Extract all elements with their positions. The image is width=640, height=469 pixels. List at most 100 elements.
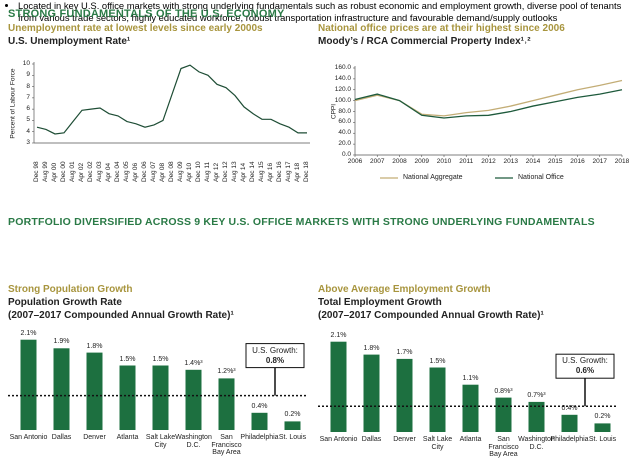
bar <box>462 384 479 432</box>
x-tick-label: 2010 <box>436 158 452 165</box>
y-tick-label: 160.0 <box>334 64 351 71</box>
x-tick-label: Dec 10 <box>195 161 202 182</box>
x-tick-label: 2015 <box>548 158 563 165</box>
category-label: San Antonio <box>319 436 358 443</box>
x-tick-label: Aug 11 <box>204 161 211 182</box>
bar <box>495 397 512 432</box>
category-label: Dallas <box>51 434 72 441</box>
callout-box <box>555 353 615 379</box>
category-label: St. Louis <box>588 436 617 443</box>
x-tick-label: Aug 15 <box>258 161 265 182</box>
value-label: 1.5% <box>429 357 446 365</box>
value-label: 1.2%³ <box>217 368 236 376</box>
y-tick-label: 140.0 <box>334 74 351 82</box>
chart-subtitle: Above Average Employment Growth <box>318 284 491 295</box>
x-tick-label: Dec 00 <box>60 161 67 182</box>
x-tick-label: Aug 07 <box>150 161 157 182</box>
y-axis-label: Percent of Labour Force <box>9 67 17 139</box>
x-tick-label: Dec 02 <box>87 161 94 182</box>
bar <box>594 423 611 432</box>
value-label: 2.1% <box>330 331 347 339</box>
value-label: 0.2% <box>594 413 611 421</box>
y-tick-label: 7 <box>26 93 30 101</box>
x-tick-label: Aug 01 <box>69 161 76 182</box>
chart-title: U.S. Unemployment Rate¹ <box>8 36 131 47</box>
bar <box>152 365 169 430</box>
value-label: 0.8%³ <box>494 387 513 395</box>
bar <box>86 352 103 430</box>
category-label: Salt Lake City <box>422 436 453 451</box>
category-label: Dallas <box>361 436 382 443</box>
category-label: San Francisco Bay Area <box>488 436 519 458</box>
x-tick-label: 2018 <box>614 158 630 165</box>
y-axis-label: CPPI <box>330 103 338 119</box>
value-label: 0.2% <box>284 411 301 419</box>
category-label: Denver <box>83 434 106 441</box>
y-tick-label: 80.0 <box>338 107 351 115</box>
bar <box>330 341 347 432</box>
callout-value: 0.6% <box>575 366 595 376</box>
x-tick-label: Aug 09 <box>177 161 184 182</box>
bar <box>251 412 268 430</box>
value-label: 1.9% <box>53 338 70 346</box>
x-tick-label: Dec 08 <box>168 161 175 182</box>
x-tick-label: Apr 04 <box>105 162 112 182</box>
chart-title: Population Growth Rate <box>8 297 122 308</box>
callout-box <box>245 343 305 369</box>
category-label: Philadelphia <box>240 434 279 441</box>
bar <box>185 369 202 430</box>
series-line <box>36 64 307 135</box>
x-tick-label: Dec 16 <box>276 161 283 182</box>
x-tick-label: Apr 16 <box>267 162 274 182</box>
x-tick-label: Apr 14 <box>240 162 247 182</box>
value-label: 1.5% <box>119 355 136 363</box>
section-title: PORTFOLIO DIVERSIFIED ACROSS 9 KEY U.S. … <box>8 216 595 228</box>
value-label: 1.8% <box>86 342 103 350</box>
category-label: St. Louis <box>278 434 307 441</box>
value-label: 1.7% <box>396 348 413 356</box>
y-tick-label: 9 <box>26 71 30 79</box>
chart-note: (2007–2017 Compounded Annual Growth Rate… <box>318 310 544 321</box>
callout-value: 0.8% <box>265 355 285 365</box>
chart-subtitle: Strong Population Growth <box>8 284 133 295</box>
x-tick-label: Dec 04 <box>114 161 121 182</box>
x-tick-label: Apr 10 <box>186 162 193 182</box>
x-tick-label: Apr 08 <box>159 162 166 182</box>
category-label: Denver <box>393 436 416 443</box>
x-tick-label: 2012 <box>481 158 496 165</box>
y-tick-label: 40.0 <box>338 129 351 137</box>
bar <box>53 348 70 430</box>
header-title: STRONG FUNDAMENTALS OF THE U.S. ECONOMY <box>8 8 285 20</box>
bar <box>218 378 235 430</box>
x-tick-label: Dec 06 <box>141 161 148 182</box>
bar <box>284 421 301 430</box>
x-tick-label: 2011 <box>459 158 474 165</box>
y-tick-label: 5 <box>26 116 30 124</box>
bar <box>429 367 446 432</box>
y-tick-label: 3 <box>26 139 30 146</box>
category-label: Washington D.C. <box>175 434 212 449</box>
bar <box>119 365 136 430</box>
x-tick-label: 2017 <box>592 158 607 165</box>
value-label: 2.1% <box>20 329 37 337</box>
category-label: Salt Lake City <box>145 434 176 449</box>
category-label: Atlanta <box>459 436 482 443</box>
y-tick-label: 20.0 <box>338 140 351 148</box>
bar <box>396 358 413 432</box>
y-tick-label: 6 <box>26 105 30 113</box>
x-tick-label: 2007 <box>370 158 385 165</box>
value-label: 0.7%³ <box>527 391 546 399</box>
x-tick-label: 2014 <box>525 158 541 165</box>
y-tick-label: 10 <box>22 60 30 67</box>
x-tick-label: 2013 <box>503 158 518 165</box>
y-tick-label: 4 <box>26 127 30 135</box>
chart-title: Moody’s / RCA Commercial Property Index¹… <box>318 36 531 47</box>
value-label: 1.4%³ <box>184 359 203 367</box>
value-label: 1.8% <box>363 344 380 352</box>
bar <box>20 339 37 430</box>
legend-label: National Office <box>518 174 564 181</box>
x-tick-label: 2016 <box>570 158 585 165</box>
x-tick-label: Aug 03 <box>96 161 103 182</box>
